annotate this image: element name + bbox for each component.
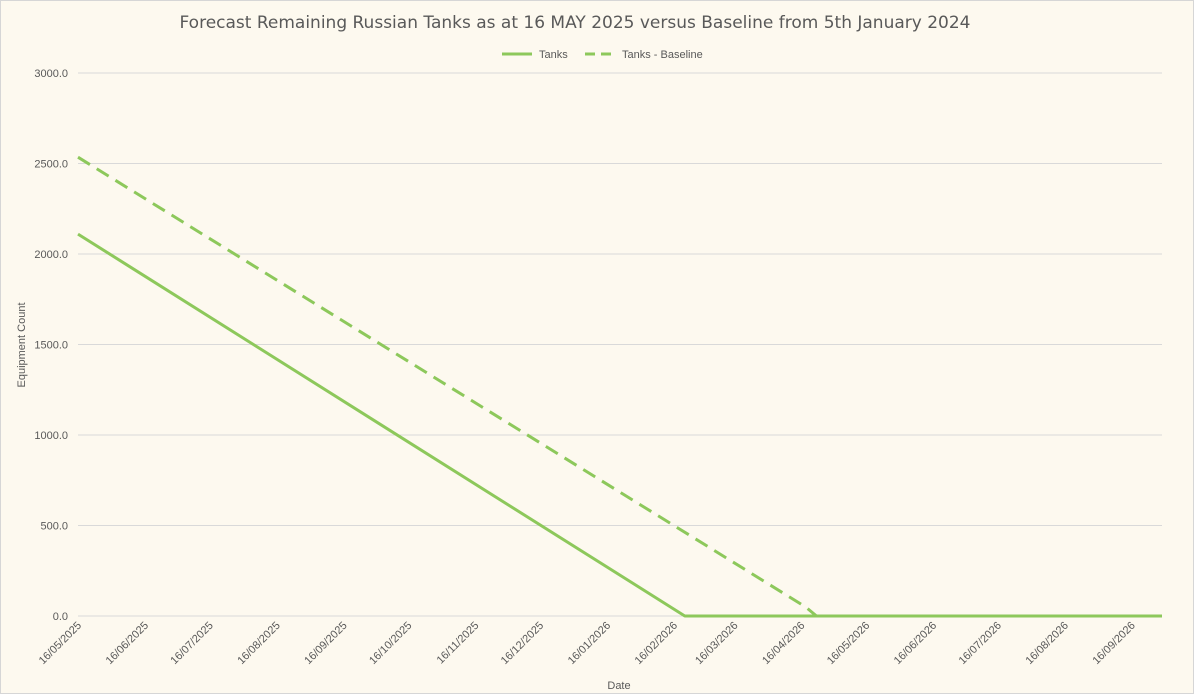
x-tick-label: 16/05/2026 [825,620,872,667]
x-tick-label: 16/09/2026 [1090,620,1137,667]
x-tick-label: 16/10/2025 [367,620,414,667]
x-tick-label: 16/02/2026 [633,620,680,667]
y-tick-label: 3000.0 [34,68,68,80]
x-tick-label: 16/08/2026 [1024,620,1071,667]
legend: Tanks Tanks - Baseline [502,49,703,61]
x-axis-title: Date [607,680,630,692]
x-tick-label: 16/11/2025 [435,620,482,667]
y-axis-title: Equipment Count [16,303,28,388]
x-axis-ticks: 16/05/2025 16/06/2025 16/07/2025 16/08/2025… [37,620,1138,667]
x-tick-label: 16/03/2026 [693,620,740,667]
y-tick-label: 2000.0 [34,249,68,261]
gridlines [78,72,1162,617]
x-tick-label: 16/07/2026 [957,620,1004,667]
x-tick-label: 16/08/2025 [235,620,282,667]
x-tick-label: 16/01/2026 [566,620,613,667]
x-tick-label: 16/12/2025 [499,620,546,667]
y-tick-label: 500.0 [40,521,68,533]
y-tick-label: 1000.0 [34,430,68,442]
series-layer [77,155,1162,618]
y-tick-label: 2500.0 [34,159,68,171]
x-tick-label: 16/06/2025 [104,620,151,667]
y-tick-label: 1500.0 [34,340,68,352]
x-tick-label: 16/06/2026 [892,620,939,667]
x-tick-label: 16/05/2025 [37,620,84,667]
series-line-tanks-baseline [77,155,818,618]
y-tick-label: 0.0 [53,611,68,623]
y-axis-ticks: 0.0 500.0 1000.0 1500.0 2000.0 2500.0 3000.0 [34,68,68,623]
chart-title: Forecast Remaining Russian Tanks as at 1… [180,13,971,33]
x-tick-label: 16/04/2026 [760,620,807,667]
legend-label: Tanks [539,49,568,61]
series-line-tanks [77,232,1162,618]
x-tick-label: 16/09/2025 [302,620,349,667]
x-tick-label: 16/07/2025 [168,620,215,667]
legend-label: Tanks - Baseline [622,49,703,61]
